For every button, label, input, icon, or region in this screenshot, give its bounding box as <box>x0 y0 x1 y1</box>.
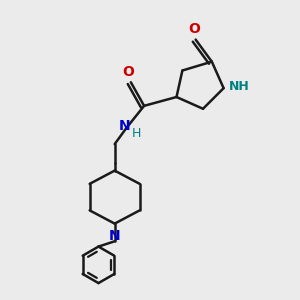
Text: O: O <box>188 22 200 36</box>
Text: H: H <box>132 127 141 140</box>
Text: N: N <box>109 229 121 243</box>
Text: O: O <box>122 65 134 79</box>
Text: NH: NH <box>229 80 250 93</box>
Text: N: N <box>118 119 130 134</box>
